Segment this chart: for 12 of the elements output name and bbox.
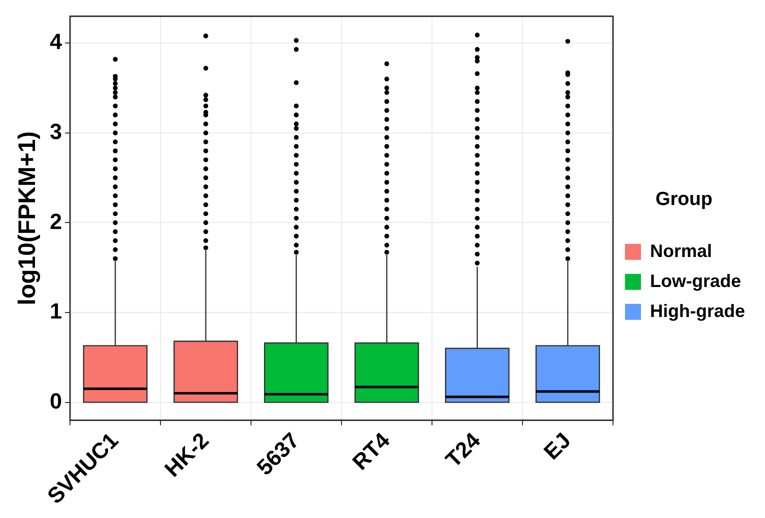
y-tick-label: 0 <box>50 388 62 414</box>
x-tick-label: EJ <box>538 428 576 464</box>
y-tick-label: 2 <box>50 208 62 234</box>
y-tick-label: 4 <box>50 29 63 54</box>
legend-title: Group <box>656 188 712 210</box>
legend-label: Low-grade <box>650 270 742 291</box>
legend-label: High-grade <box>650 300 746 321</box>
x-tick-label: T24 <box>440 427 486 472</box>
legend-label: Normal <box>650 240 712 261</box>
y-axis-title: log10(FPKM+1) <box>14 131 42 306</box>
y-tick-label: 1 <box>50 298 62 324</box>
y-tick-label: 3 <box>50 118 62 144</box>
